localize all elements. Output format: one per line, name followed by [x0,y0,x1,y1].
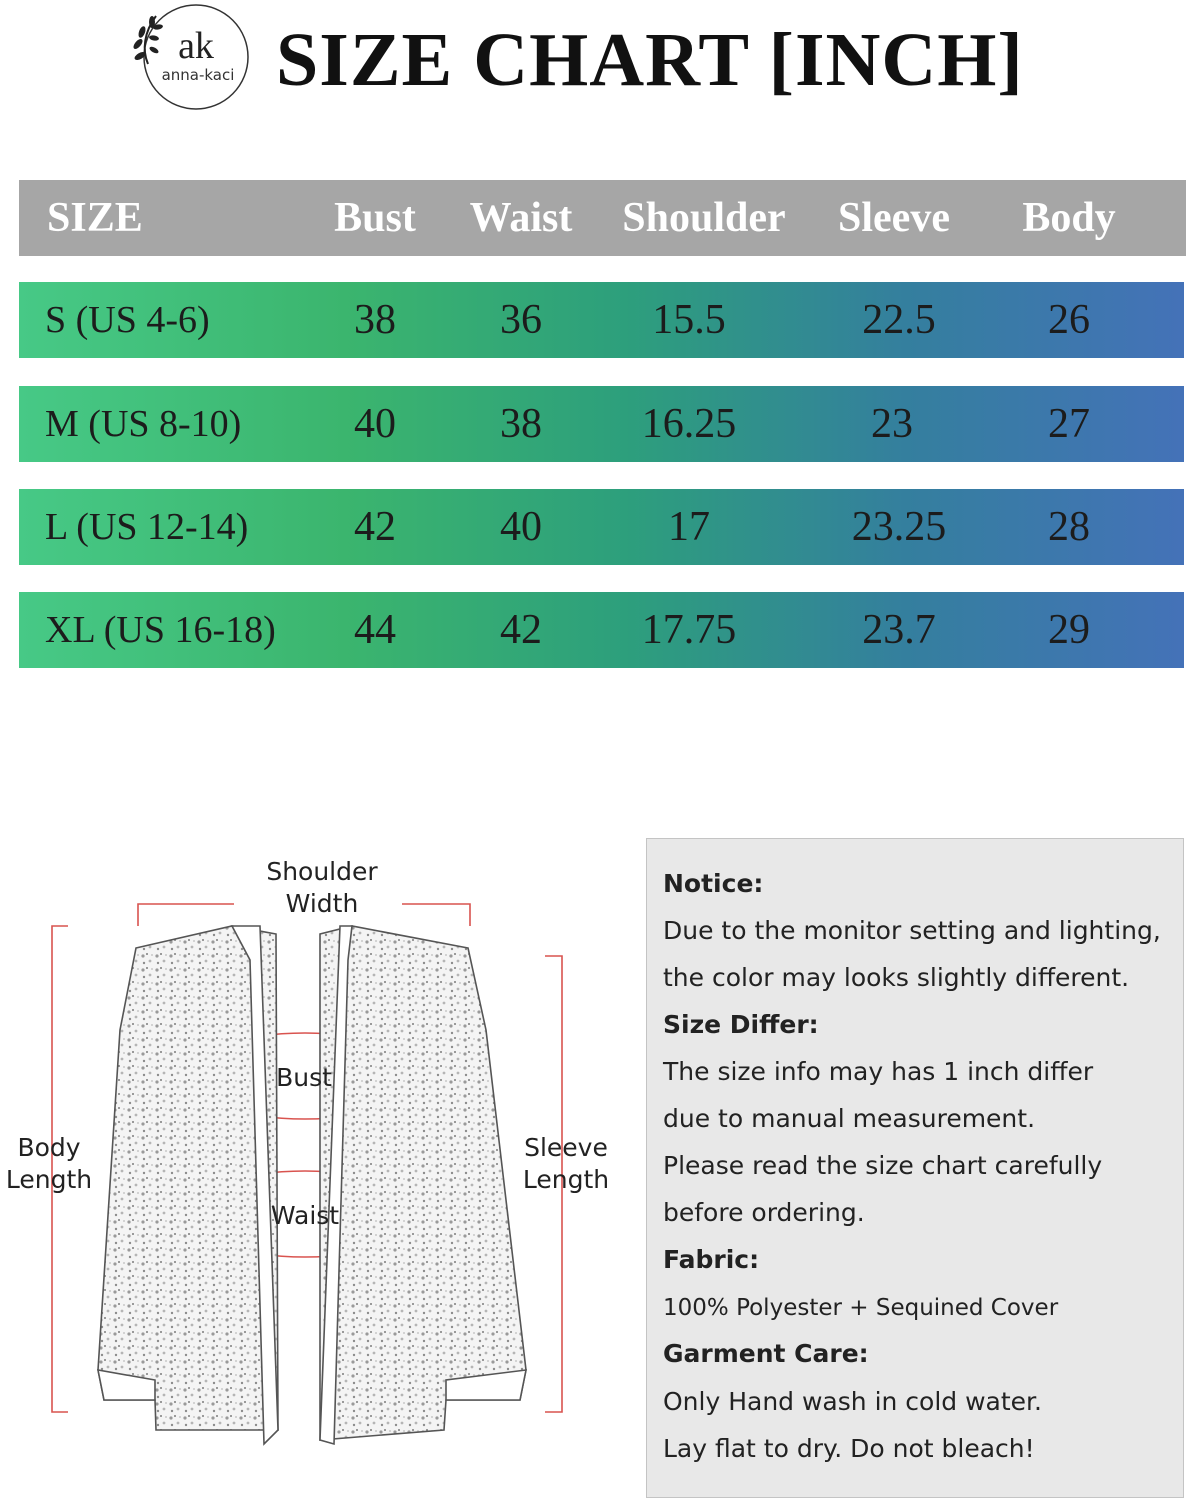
bust-label: Bust [276,1063,332,1092]
body-length-label: Body Length [0,1132,98,1196]
row-bust: 42 [354,504,396,550]
shoulder-width-label: Shoulder Width [256,856,388,920]
row-shoulder: 16.25 [641,401,737,447]
body-label-line2: Length [5,1165,93,1194]
row-size: S (US 4-6) [45,299,210,341]
page-title: SIZE CHART [INCH] [276,18,1024,102]
row-sleeve: 23.25 [851,504,947,550]
shoulder-label-line2: Width [285,889,359,918]
care-line: Only Hand wash in cold water. [663,1387,1042,1416]
row-size: M (US 8-10) [45,403,242,445]
notice-line: Please read the size chart carefully [663,1151,1103,1180]
row-body: 29 [1048,607,1090,653]
measurement-diagram: Shoulder Width Bust Waist Body Length Sl… [0,840,630,1460]
sleeve-label-line2: Length [522,1165,610,1194]
row-shoulder: 17.75 [641,607,737,653]
notice-heading: Notice: [663,869,764,898]
row-body: 28 [1048,504,1090,550]
table-row: S (US 4-6) 38 36 15.5 22.5 26 [19,282,1184,358]
notice-line: The size info may has 1 inch differ [663,1057,1094,1086]
row-waist: 38 [500,401,542,447]
row-waist: 36 [500,297,542,343]
laurel-icon [133,15,163,65]
header-waist: Waist [469,195,573,241]
row-body: 26 [1048,297,1090,343]
notice-line: due to manual measurement. [663,1104,1036,1133]
header-bust: Bust [334,195,416,241]
notice-line: Due to the monitor setting and lighting, [663,916,1161,945]
row-bust: 44 [354,607,396,653]
row-sleeve: 23 [871,401,913,447]
fabric-line: 100% Polyester + Sequined Cover [663,1295,1059,1321]
body-label-line1: Body [17,1133,81,1162]
table-row: M (US 8-10) 40 38 16.25 23 27 [19,386,1184,462]
row-sleeve: 23.7 [862,607,936,653]
sleeve-label-line1: Sleeve [524,1133,608,1162]
table-header: SIZE Bust Waist Shoulder Sleeve Body [19,180,1186,256]
row-shoulder: 15.5 [652,297,726,343]
fabric-heading: Fabric: [663,1245,760,1274]
garment-care-heading: Garment Care: [663,1339,869,1368]
header-sleeve: Sleeve [838,195,950,241]
header-shoulder: Shoulder [622,195,786,241]
header-body: Body [1022,195,1116,241]
table-row: XL (US 16-18) 44 42 17.75 23.7 29 [19,592,1184,668]
table-row: L (US 12-14) 42 40 17 23.25 28 [19,489,1184,565]
jacket-illustration [51,903,563,1446]
brand-monogram: ak [178,25,214,67]
notice-line: before ordering. [663,1198,865,1227]
brand-name: anna-kaci [162,66,235,84]
shoulder-label-line1: Shoulder [266,857,378,886]
notice-box: Notice: Due to the monitor setting and l… [646,838,1184,1498]
care-line: Lay flat to dry. Do not bleach! [663,1434,1035,1463]
row-waist: 42 [500,607,542,653]
size-differ-heading: Size Differ: [663,1010,819,1039]
row-size: XL (US 16-18) [45,609,276,651]
row-sleeve: 22.5 [862,297,936,343]
row-shoulder: 17 [668,504,710,550]
row-bust: 38 [354,297,396,343]
waist-label: Waist [270,1201,340,1230]
row-bust: 40 [354,401,396,447]
header-size: SIZE [47,195,143,241]
brand-logo: ak anna-kaci [133,4,249,110]
row-body: 27 [1048,401,1090,447]
row-waist: 40 [500,504,542,550]
row-size: L (US 12-14) [45,506,249,548]
notice-line: the color may looks slightly different. [663,963,1130,992]
sleeve-length-label: Sleeve Length [516,1132,616,1196]
